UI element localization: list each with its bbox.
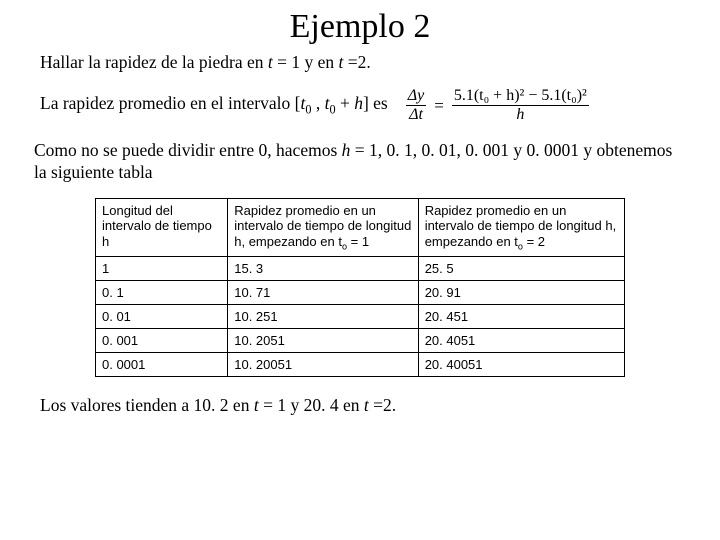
denominator: h xyxy=(452,105,589,124)
cell-v2: 20. 451 xyxy=(418,305,624,329)
avg-speed-text: La rapidez promedio en el intervalo [t0 … xyxy=(40,93,388,118)
cell-v2: 20. 40051 xyxy=(418,353,624,377)
text: + xyxy=(336,93,355,113)
equals: = xyxy=(430,96,448,116)
cell-v1: 10. 2051 xyxy=(228,329,418,353)
results-table: Longitud del intervalo de tiempo h Rapid… xyxy=(95,198,625,378)
explanation: Como no se puede dividir entre 0, hacemo… xyxy=(34,140,686,184)
conclusion: Los valores tienden a 10. 2 en t = 1 y 2… xyxy=(40,395,686,416)
numerator: Δy xyxy=(406,87,427,105)
text: Longitud del intervalo de tiempo h xyxy=(102,203,212,249)
text: Hallar la rapidez de la piedra en xyxy=(40,52,268,72)
text: Como no se puede dividir entre 0, hacemo… xyxy=(34,140,342,160)
cell-v2: 25. 5 xyxy=(418,257,624,281)
table-row: 1 15. 3 25. 5 xyxy=(96,257,625,281)
table-row: 0. 0001 10. 20051 20. 40051 xyxy=(96,353,625,377)
col-header-t1: Rapidez promedio en un intervalo de tiem… xyxy=(228,198,418,257)
table-body: 1 15. 3 25. 5 0. 1 10. 71 20. 91 0. 01 1… xyxy=(96,257,625,377)
text: = 1 y 20. 4 en xyxy=(259,395,364,415)
table-header-row: Longitud del intervalo de tiempo h Rapid… xyxy=(96,198,625,257)
text: ] es xyxy=(363,93,388,113)
formula: Δy Δt = 5.1(t₀ + h)² − 5.1(t₀)² h xyxy=(406,87,589,124)
table-row: 0. 001 10. 2051 20. 4051 xyxy=(96,329,625,353)
cell-v2: 20. 4051 xyxy=(418,329,624,353)
text: La rapidez promedio en el intervalo [ xyxy=(40,93,300,113)
cell-h: 0. 1 xyxy=(96,281,228,305)
text: =2. xyxy=(369,395,396,415)
cell-h: 0. 0001 xyxy=(96,353,228,377)
numerator: 5.1(t₀ + h)² − 5.1(t₀)² xyxy=(452,87,589,105)
avg-speed-row: La rapidez promedio en el intervalo [t0 … xyxy=(40,87,686,124)
text: = 1 xyxy=(347,234,369,249)
table-row: 0. 01 10. 251 20. 451 xyxy=(96,305,625,329)
col-header-t2: Rapidez promedio en un intervalo de tiem… xyxy=(418,198,624,257)
cell-h: 0. 01 xyxy=(96,305,228,329)
text: = 2 xyxy=(523,234,545,249)
fraction-right: 5.1(t₀ + h)² − 5.1(t₀)² h xyxy=(452,87,589,124)
text: Rapidez promedio en un intervalo de tiem… xyxy=(234,203,411,249)
cell-h: 1 xyxy=(96,257,228,281)
text: =2. xyxy=(343,52,370,72)
cell-v1: 10. 251 xyxy=(228,305,418,329)
var-h: h xyxy=(354,93,363,113)
cell-v1: 10. 71 xyxy=(228,281,418,305)
page-title: Ejemplo 2 xyxy=(34,8,686,46)
text: , xyxy=(311,93,324,113)
cell-v1: 15. 3 xyxy=(228,257,418,281)
denominator: Δt xyxy=(406,105,427,124)
cell-v1: 10. 20051 xyxy=(228,353,418,377)
slide: Ejemplo 2 Hallar la rapidez de la piedra… xyxy=(0,0,720,540)
cell-v2: 20. 91 xyxy=(418,281,624,305)
text: Los valores tienden a 10. 2 en xyxy=(40,395,254,415)
text: = 1 y en xyxy=(273,52,339,72)
cell-h: 0. 001 xyxy=(96,329,228,353)
problem-statement: Hallar la rapidez de la piedra en t = 1 … xyxy=(40,52,686,73)
fraction-left: Δy Δt xyxy=(406,87,427,124)
table-row: 0. 1 10. 71 20. 91 xyxy=(96,281,625,305)
col-header-h: Longitud del intervalo de tiempo h xyxy=(96,198,228,257)
